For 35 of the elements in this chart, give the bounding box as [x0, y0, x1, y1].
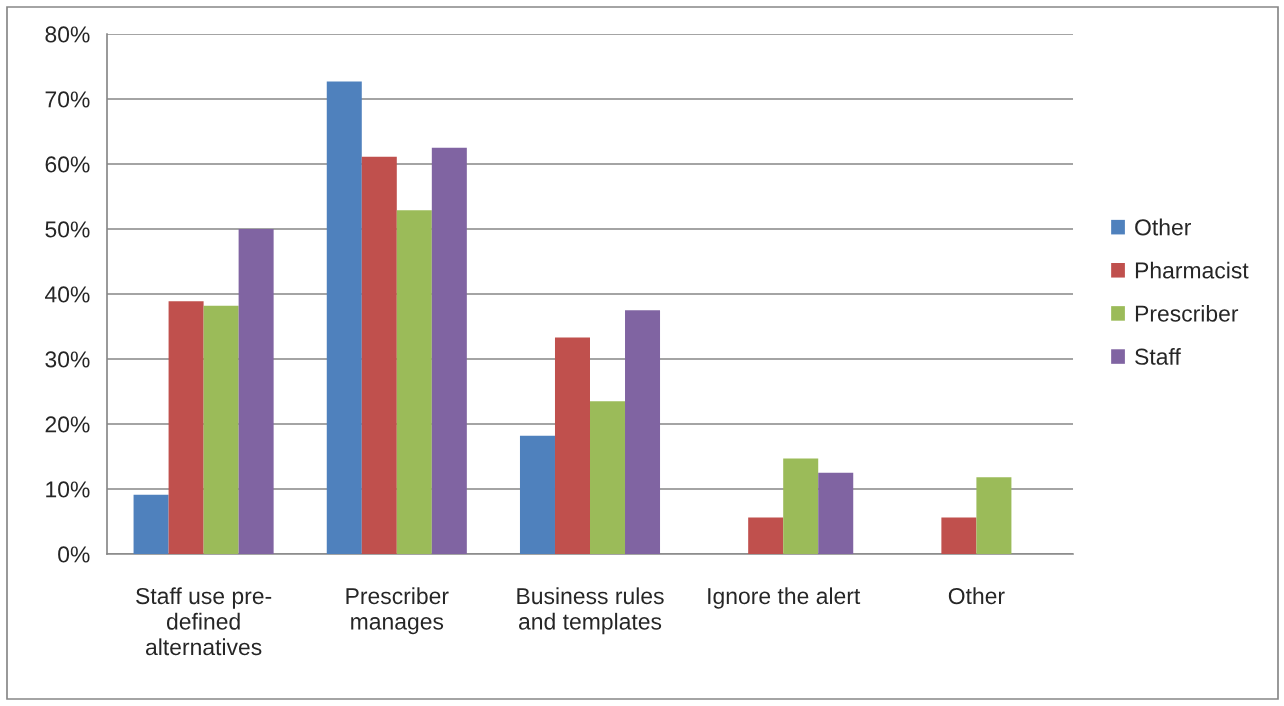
legend-label: Pharmacist — [1135, 261, 1249, 279]
bar — [431, 147, 467, 554]
x-tick-label: Other — [948, 587, 1005, 605]
y-tick-label: 0% — [58, 546, 90, 563]
bar — [976, 477, 1012, 554]
bar — [818, 472, 854, 554]
legend-label: Staff — [1135, 348, 1181, 365]
y-tick-label: 10% — [46, 481, 90, 498]
y-tick-label: 50% — [45, 221, 90, 238]
bar — [326, 81, 362, 554]
bar — [625, 310, 661, 554]
legend-label: Prescriber — [1135, 304, 1239, 322]
y-tick-label: 60% — [45, 156, 90, 173]
bar — [238, 229, 274, 554]
bar — [554, 337, 590, 554]
bar — [783, 458, 819, 554]
y-tick-label: 80% — [45, 26, 90, 43]
y-tick-label: 20% — [45, 416, 90, 433]
bar — [203, 305, 239, 554]
bar — [590, 401, 626, 554]
x-tick-label: Prescriber manages — [346, 587, 449, 635]
bar — [168, 301, 204, 554]
y-tick-label: 30% — [45, 351, 90, 368]
bar — [133, 494, 169, 554]
legend-label: Other — [1135, 218, 1191, 236]
x-tick-label: Business rules and templates — [517, 587, 664, 635]
bar — [361, 156, 397, 554]
y-tick-label: 70% — [45, 91, 90, 108]
x-tick-label: Ignore the alert — [708, 587, 861, 609]
bar — [396, 210, 432, 554]
y-tick-label: 40% — [44, 286, 90, 303]
x-tick-label: Staff use pre-defined alternatives — [136, 587, 272, 656]
bar — [941, 517, 977, 554]
bar — [519, 435, 555, 554]
bar — [748, 517, 784, 554]
